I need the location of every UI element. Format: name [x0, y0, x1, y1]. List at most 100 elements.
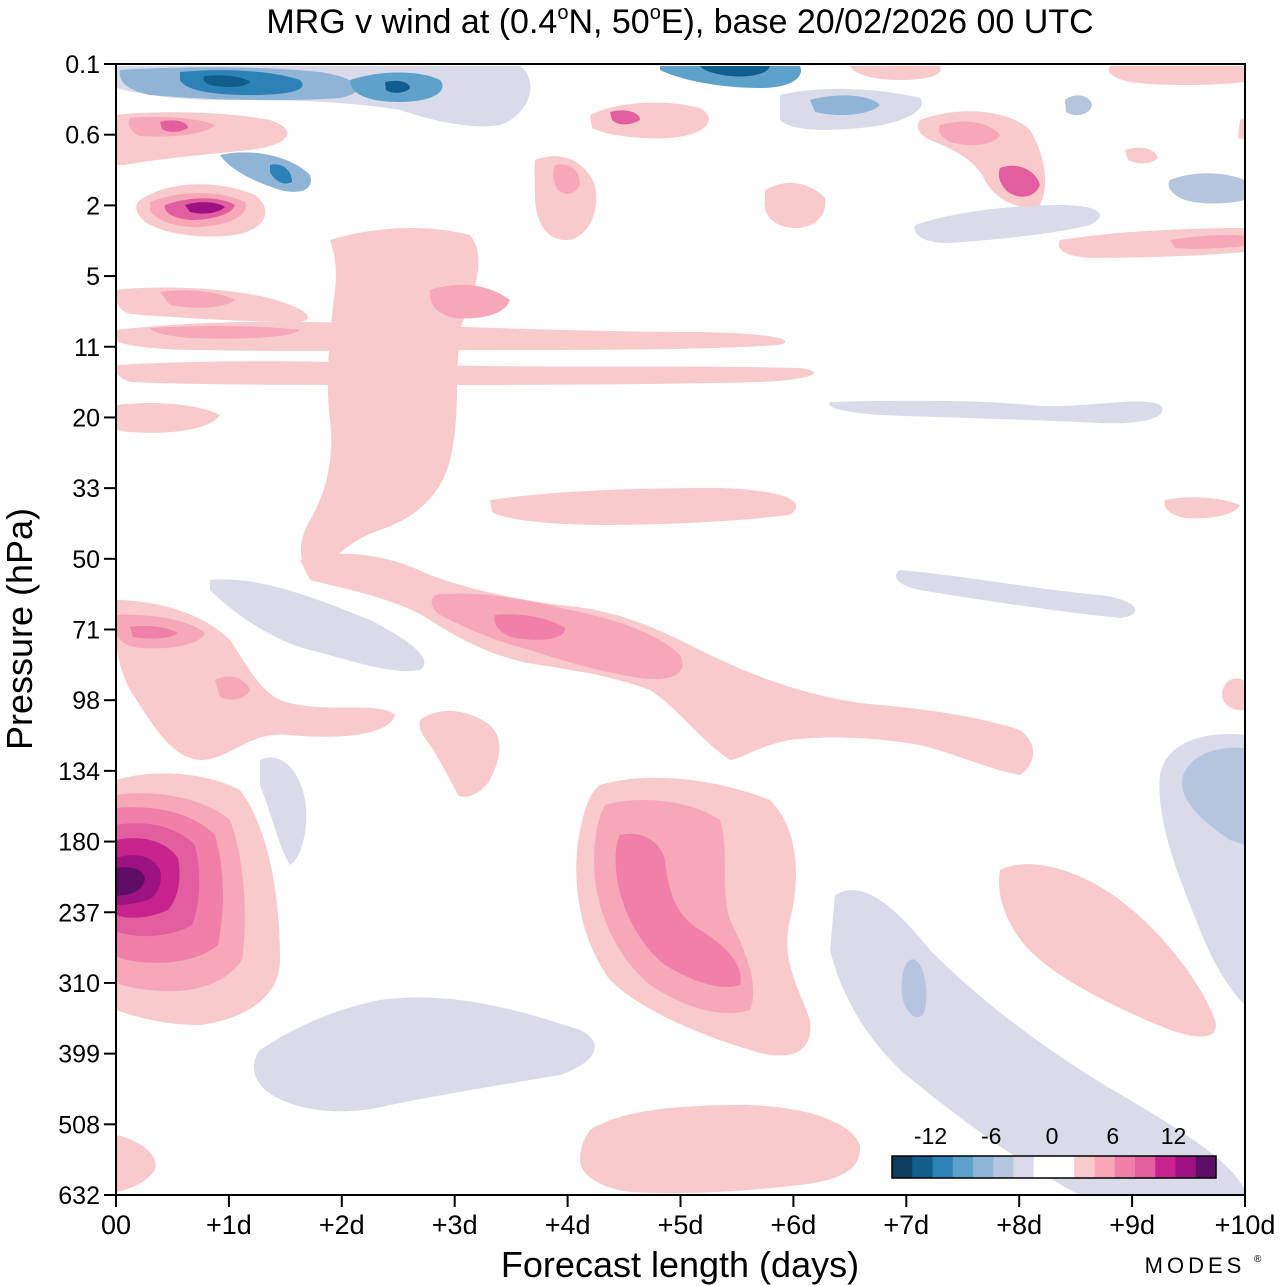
contour-pos-left-7	[116, 867, 145, 896]
y-tick-label: 0.6	[65, 122, 100, 150]
colorbar-swatch	[1074, 1156, 1095, 1178]
x-tick-label: +3d	[432, 1210, 478, 1240]
y-tick-label: 2	[86, 192, 100, 220]
brand-registered-mark: ®	[1254, 1254, 1262, 1265]
contour-neg-lower-right	[830, 890, 1245, 1195]
y-tick-label: 20	[72, 404, 100, 432]
y-tick-label: 11	[74, 334, 100, 362]
colorbar-swatch	[1195, 1156, 1217, 1178]
contour-pos-ribbon-1b	[150, 325, 300, 339]
colorbar-swatch	[892, 1156, 913, 1178]
y-tick-label: 310	[58, 970, 100, 998]
contour-neg-top-2b	[385, 80, 410, 93]
contour-pos-diagonal-4	[494, 614, 565, 640]
x-tick-label: +7d	[883, 1210, 929, 1240]
y-tick-label: 5	[86, 263, 100, 291]
x-tick-label: +4d	[545, 1210, 591, 1240]
contour-neg-blob	[260, 757, 307, 865]
contour-pos-ribbon-5	[490, 488, 797, 525]
contour-neg-mid	[210, 579, 425, 671]
y-tick-label: 50	[72, 546, 100, 574]
contour-pos-ribbon-3b	[160, 290, 235, 308]
x-tick-label: +5d	[658, 1210, 704, 1240]
y-tick-label: 33	[72, 475, 100, 503]
y-tick-label: 71	[72, 617, 100, 645]
contour-pos-ribbon-6	[116, 403, 220, 433]
colorbar-swatch	[1155, 1156, 1176, 1178]
contour-pos-diagonal-7	[130, 625, 178, 639]
colorbar-swatch	[1114, 1156, 1136, 1178]
y-tick-label: 237	[58, 899, 100, 927]
x-tick-label: +8d	[996, 1210, 1042, 1240]
contour-neg-right-core	[1181, 747, 1245, 845]
contour-pos-top-9	[1125, 147, 1158, 164]
y-tick-label: 0.1	[65, 51, 100, 79]
contour-pos-top-3	[534, 156, 597, 241]
contour-neg-band-1	[896, 570, 1136, 618]
contour-neg-top-4b	[810, 95, 880, 116]
contour-pos-ribbon-8	[1058, 228, 1245, 258]
contour-neg-top-1d	[203, 75, 250, 87]
contour-neg-top-8	[1065, 95, 1092, 116]
contour-neg-top-6	[914, 205, 1100, 244]
contour-pos-top-8	[1108, 66, 1245, 85]
x-axis-title: Forecast length (days)	[501, 1244, 859, 1285]
contour-pos-top-4b	[610, 110, 640, 125]
colorbar-label: 12	[1161, 1123, 1187, 1149]
contour-neg-lower-left	[253, 997, 595, 1112]
contour-pos-ribbon-2	[116, 361, 814, 385]
brand-logo: MODES	[1145, 1253, 1246, 1278]
colorbar-swatch	[952, 1156, 974, 1178]
x-tick-label: +1d	[206, 1210, 252, 1240]
y-tick-label: 399	[58, 1041, 100, 1069]
contour-pos-diagonal-8	[215, 676, 250, 700]
contour-neg-top-7	[1168, 173, 1245, 204]
contour-neg-small	[901, 959, 927, 1018]
contour-neg-top-5	[220, 152, 311, 192]
colorbar-swatch	[1094, 1156, 1116, 1178]
contour-pos-right-edge	[1222, 678, 1245, 711]
contour-pos-top-4	[590, 102, 709, 139]
x-tick-label: +10d	[1215, 1210, 1276, 1240]
contour-pos-top-3b	[553, 164, 580, 194]
contour-pos-top-7	[850, 66, 941, 80]
colorbar-swatch	[973, 1156, 994, 1178]
contour-field	[116, 66, 1245, 1195]
contour-neg-top-3b	[700, 66, 770, 77]
colorbar-swatch	[932, 1156, 954, 1178]
contour-pos-right	[999, 864, 1216, 1037]
contour-pos-ribbon-8b	[1170, 235, 1245, 249]
x-tick-label: 00	[101, 1210, 131, 1240]
colorbar-swatch	[1054, 1156, 1075, 1178]
contour-neg-band-2	[829, 400, 1163, 424]
contour-pos-top-10	[1238, 118, 1245, 140]
y-tick-label: 508	[58, 1111, 100, 1139]
colorbar: -12 -6 0 6 12	[891, 1123, 1217, 1179]
contour-pos-top-6	[764, 183, 826, 228]
contour-pos-top-5b	[938, 121, 1000, 146]
contour-neg-top-5b	[270, 164, 292, 184]
y-tick-label: 632	[58, 1182, 100, 1210]
colorbar-frame	[891, 1155, 1217, 1179]
colorbar-swatch	[1135, 1156, 1156, 1178]
colorbar-swatch	[1033, 1156, 1055, 1178]
chart-title: MRG v wind at (0.4oN, 50oE), base 20/02/…	[266, 2, 1093, 41]
contour-pos-ribbon-4b	[429, 284, 510, 319]
colorbar-label: 6	[1106, 1123, 1119, 1149]
colorbar-label: -12	[914, 1123, 947, 1149]
contour-pos-ribbon-4	[300, 228, 479, 580]
y-tick-label: 134	[58, 758, 100, 786]
colorbar-swatch	[1175, 1156, 1197, 1178]
contour-neg-top-3	[660, 66, 801, 88]
x-tick-label: +6d	[770, 1210, 816, 1240]
colorbar-swatch	[1013, 1156, 1035, 1178]
y-axis: 0.1 0.6 2 5 11 20 33 50 71 98 134 180 237 310 399 508 63…	[58, 51, 116, 1210]
colorbar-label: 0	[1046, 1123, 1059, 1149]
x-tick-label: +9d	[1109, 1210, 1155, 1240]
contour-pos-top-2d	[185, 202, 225, 214]
contour-pos-ribbon-7	[1164, 497, 1240, 519]
y-axis-title: Pressure (hPa)	[0, 508, 40, 750]
x-axis: 00 +1d +2d +3d +4d +5d +6d +7d +8d +9d +10d	[101, 1195, 1275, 1240]
y-tick-label: 180	[58, 829, 100, 857]
contour-pos-bottom	[580, 1105, 861, 1194]
